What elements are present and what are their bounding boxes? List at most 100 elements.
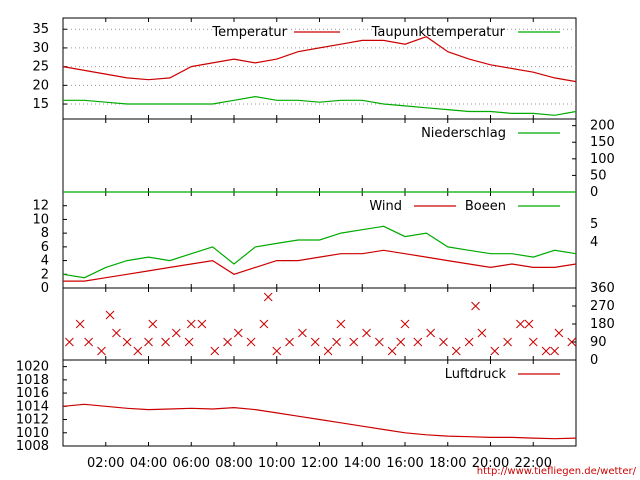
legend-label: Luftdruck xyxy=(445,367,507,382)
wind-direction-point xyxy=(223,337,232,347)
legend-label: Boeen xyxy=(465,199,506,214)
y-tick-label: 0 xyxy=(590,353,598,368)
y-tick-label: 1020 xyxy=(16,360,49,375)
y-tick-label: 1018 xyxy=(16,373,49,388)
series-line-luftdruck xyxy=(62,403,577,440)
wind-direction-point xyxy=(349,337,359,347)
wind-direction-point xyxy=(97,346,106,356)
wind-direction-point xyxy=(105,310,115,320)
wind-direction-point xyxy=(336,319,346,329)
wind-direction-point xyxy=(516,319,525,329)
wind-direction-point xyxy=(233,328,243,338)
wind-direction-point xyxy=(84,337,94,347)
series-line-wind xyxy=(63,249,577,282)
y-tick-label: 180 xyxy=(590,317,615,332)
series-line-boeen xyxy=(62,225,577,279)
wind-direction-point xyxy=(362,328,371,338)
wind-direction-point xyxy=(477,328,487,338)
wind-direction-point xyxy=(184,337,194,347)
x-tick-label: 16:00 xyxy=(386,456,423,471)
y-tick-label: 2 xyxy=(41,267,49,282)
wind-direction-point xyxy=(451,346,461,356)
wind-direction-point xyxy=(259,319,269,329)
y-tick-label: 10 xyxy=(32,212,49,227)
wind-direction-point xyxy=(148,319,158,329)
y2-tick-label: 5 xyxy=(590,217,598,232)
wind-direction-point xyxy=(490,346,500,356)
y-tick-label: 12 xyxy=(32,199,49,214)
x-tick-label: 18:00 xyxy=(429,456,466,471)
wind-direction-point xyxy=(122,337,132,347)
y-tick-label: 0 xyxy=(41,281,49,296)
y-tick-label: 90 xyxy=(590,335,607,350)
y2-tick-label: 4 xyxy=(590,235,598,250)
series-line-taupunkttemperatur xyxy=(63,95,577,116)
x-tick-label: 12:00 xyxy=(301,456,338,471)
y-tick-label: 8 xyxy=(41,226,49,241)
series-line-temperatur xyxy=(62,36,577,83)
x-tick-label: 22:00 xyxy=(515,456,552,471)
y-tick-label: 360 xyxy=(590,281,615,296)
wind-direction-point xyxy=(263,292,273,302)
legend-label: Taupunkttemperatur xyxy=(371,25,506,40)
wind-direction-point xyxy=(503,337,512,347)
wind-direction-point xyxy=(471,301,480,311)
wind-direction-point xyxy=(112,328,121,338)
y-tick-label: 6 xyxy=(41,240,49,255)
x-tick-label: 14:00 xyxy=(344,456,381,471)
wind-direction-point xyxy=(133,346,143,356)
wind-direction-point xyxy=(186,319,196,329)
legend-label: Niederschlag xyxy=(421,126,506,141)
wind-direction-point xyxy=(439,337,448,347)
x-tick-label: 10:00 xyxy=(258,456,295,471)
wind-direction-point xyxy=(161,337,170,347)
wind-direction-point xyxy=(550,346,559,356)
wind-direction-point xyxy=(144,337,153,347)
y-tick-label: 1014 xyxy=(16,399,49,414)
y-tick-label: 15 xyxy=(32,97,49,112)
y-tick-label: 50 xyxy=(590,168,607,183)
wind-direction-point xyxy=(426,328,436,338)
wind-direction-point xyxy=(528,337,538,347)
wind-direction-point xyxy=(298,328,307,338)
wind-direction-point xyxy=(400,319,410,329)
x-tick-label: 06:00 xyxy=(173,456,210,471)
wind-direction-point xyxy=(246,337,256,347)
legend-label: Temperatur xyxy=(211,25,287,40)
y-tick-label: 35 xyxy=(32,22,49,37)
y-tick-label: 25 xyxy=(32,60,49,75)
y-tick-label: 270 xyxy=(590,299,615,314)
wind-direction-point xyxy=(197,319,207,329)
wind-direction-point xyxy=(310,337,320,347)
y-tick-label: 1012 xyxy=(16,413,49,428)
y-tick-label: 1010 xyxy=(16,426,49,441)
wind-direction-point xyxy=(171,328,181,338)
wind-direction-point xyxy=(374,337,384,347)
x-tick-label: 20:00 xyxy=(472,456,509,471)
wind-direction-point xyxy=(323,346,333,356)
wind-direction-point xyxy=(387,346,397,356)
y-tick-label: 30 xyxy=(32,41,49,56)
x-tick-label: 02:00 xyxy=(87,456,124,471)
x-tick-label: 04:00 xyxy=(130,456,167,471)
wind-direction-point xyxy=(210,346,220,356)
y-tick-label: 0 xyxy=(590,185,598,200)
y-tick-label: 20 xyxy=(32,78,49,93)
y-tick-label: 150 xyxy=(590,135,615,150)
y-tick-label: 200 xyxy=(590,119,615,134)
wind-direction-point xyxy=(75,319,85,329)
wind-direction-point xyxy=(541,346,551,356)
wind-direction-point xyxy=(464,337,474,347)
wind-direction-point xyxy=(554,328,564,338)
y-tick-label: 1016 xyxy=(16,386,49,401)
y-tick-label: 1008 xyxy=(16,439,49,454)
wind-direction-point xyxy=(567,337,577,347)
wind-direction-point xyxy=(524,319,534,329)
x-tick-label: 08:00 xyxy=(215,456,252,471)
wind-direction-point xyxy=(285,337,294,347)
legend-label: Wind xyxy=(369,199,402,214)
y-tick-label: 4 xyxy=(41,254,49,269)
wind-direction-point xyxy=(272,346,282,356)
